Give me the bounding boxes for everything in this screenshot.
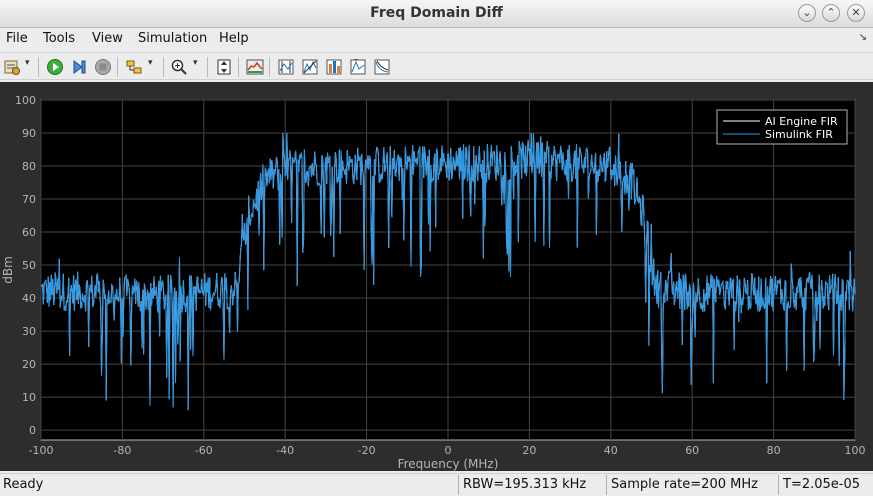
menu-file[interactable]: File	[6, 31, 28, 46]
y-tick-label: 60	[22, 226, 36, 239]
status-ready: Ready	[3, 477, 44, 492]
x-tick-label: 100	[845, 444, 866, 457]
x-tick-label: 40	[604, 444, 618, 457]
y-tick-label: 10	[22, 391, 36, 404]
zoom-dropdown-icon[interactable]: ▾	[193, 58, 198, 68]
menu-simulation[interactable]: Simulation	[138, 31, 208, 46]
legend-label-simulink: Simulink FIR	[765, 128, 833, 141]
y-tick-label: 100	[15, 94, 36, 107]
y-tick-label: 80	[22, 160, 36, 173]
x-tick-label: 80	[767, 444, 781, 457]
series-lines	[40, 132, 856, 411]
highlight-block-icon[interactable]	[123, 56, 143, 76]
toolbar-separator	[163, 57, 164, 77]
legend-box	[716, 109, 848, 145]
stop-icon[interactable]	[92, 56, 112, 76]
menu-bar: File Tools View Simulation Help ↘	[0, 28, 873, 50]
y-axis-label: dBm	[1, 256, 15, 284]
y-tick-label: 0	[29, 424, 36, 437]
status-sample-rate: Sample rate=200 MHz	[606, 475, 758, 495]
series-simulink-fir	[40, 132, 856, 411]
toolbar-separator	[117, 57, 118, 77]
spectrum-settings-icon[interactable]	[244, 56, 264, 76]
y-tick-labels: 0 10 20 30 40 50 60 70 80 90 100	[15, 94, 36, 437]
x-tick-label: 0	[445, 444, 452, 457]
y-tick-label: 70	[22, 193, 36, 206]
y-tick-label: 40	[22, 292, 36, 305]
dock-arrow-icon[interactable]: ↘	[858, 32, 867, 43]
x-tick-label: -40	[276, 444, 294, 457]
y-tick-label: 50	[22, 259, 36, 272]
toolbar-separator	[269, 57, 270, 77]
toolbar-separator	[207, 57, 208, 77]
cursor-measurements-icon[interactable]	[275, 56, 295, 76]
legend-label-ai-engine: AI Engine FIR	[765, 115, 838, 128]
title-bar: Freq Domain Diff ⌄ ⌃ ✕	[0, 0, 873, 28]
legend[interactable]: AI Engine FIR Simulink FIR	[716, 109, 848, 145]
x-tick-labels: -100 -80 -60 -40 -20 0 20 40 60 80 100	[29, 444, 866, 457]
toolbar-separator	[38, 57, 39, 77]
x-tick-label: 60	[685, 444, 699, 457]
status-bar: Ready RBW=195.313 kHz Sample rate=200 MH…	[0, 473, 873, 496]
status-time: T=2.05e-05	[778, 475, 860, 495]
toolbar: ▾ ▾ ▾	[0, 52, 873, 80]
close-icon[interactable]: ✕	[847, 4, 865, 22]
step-forward-icon[interactable]	[68, 56, 88, 76]
distortion-measurements-icon[interactable]	[323, 56, 343, 76]
menu-view[interactable]: View	[92, 31, 123, 46]
zoom-in-icon[interactable]	[168, 56, 188, 76]
configuration-icon[interactable]	[1, 56, 21, 76]
x-tick-label: -20	[358, 444, 376, 457]
maximize-icon[interactable]: ⌃	[822, 4, 840, 22]
toolbar-separator	[238, 57, 239, 77]
highlight-dropdown-icon[interactable]: ▾	[148, 58, 153, 68]
run-icon[interactable]	[44, 56, 64, 76]
y-tick-label: 20	[22, 358, 36, 371]
peak-finder-icon[interactable]	[347, 56, 367, 76]
configuration-dropdown-icon[interactable]: ▾	[25, 58, 30, 68]
y-tick-label: 90	[22, 127, 36, 140]
scope-display: -100 -80 -60 -40 -20 0 20 40 60 80 100 0 10 20 30 40 50…	[0, 82, 873, 471]
x-tick-label: -100	[29, 444, 54, 457]
y-tick-label: 30	[22, 325, 36, 338]
x-axis-label: Frequency (MHz)	[398, 457, 499, 471]
x-tick-label: -60	[195, 444, 213, 457]
ccdf-measurements-icon[interactable]	[371, 56, 391, 76]
autoscale-icon[interactable]	[213, 56, 233, 76]
minimize-icon[interactable]: ⌄	[798, 4, 816, 22]
window-title: Freq Domain Diff	[370, 5, 503, 21]
x-tick-label: 20	[522, 444, 536, 457]
spectrum-plot[interactable]: -100 -80 -60 -40 -20 0 20 40 60 80 100 0 10 20 30 40 50…	[0, 82, 873, 471]
x-tick-label: -80	[113, 444, 131, 457]
menu-tools[interactable]: Tools	[43, 31, 76, 46]
status-rbw: RBW=195.313 kHz	[458, 475, 586, 495]
channel-measurements-icon[interactable]	[299, 56, 319, 76]
menu-help[interactable]: Help	[219, 31, 249, 46]
